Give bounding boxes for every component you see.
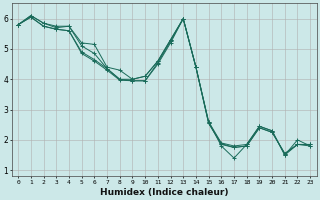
X-axis label: Humidex (Indice chaleur): Humidex (Indice chaleur) xyxy=(100,188,228,197)
